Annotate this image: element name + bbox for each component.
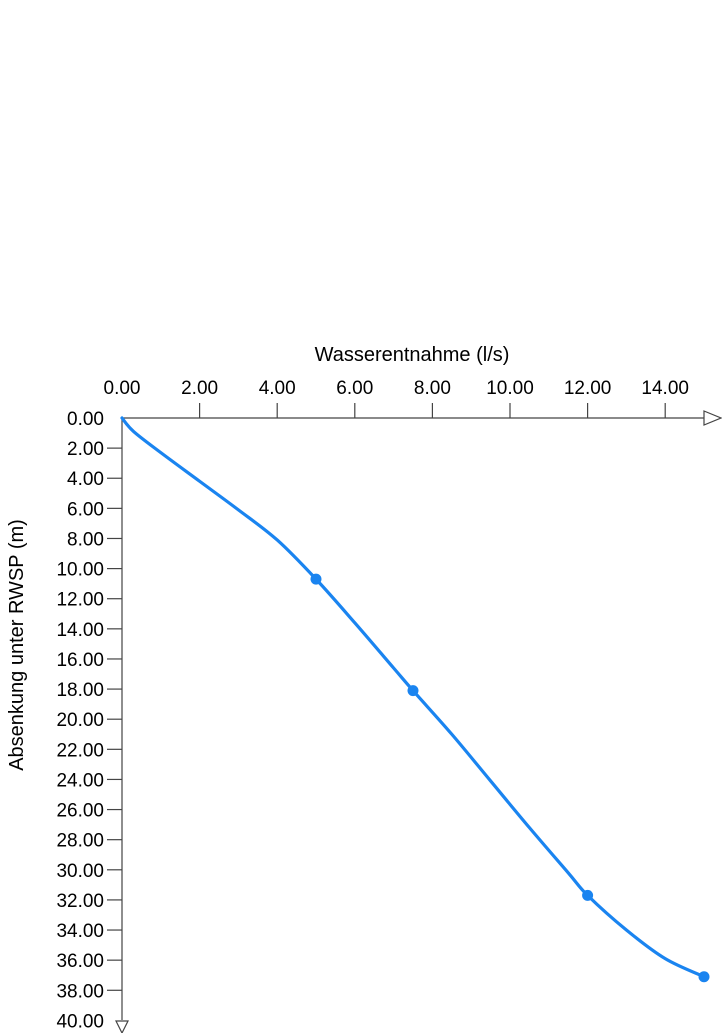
y-tick-label: 28.00 [56,831,104,852]
x-axis-title: Wasserentnahme (l/s) [315,344,510,366]
x-tick-label: 4.00 [259,378,296,399]
y-tick-label: 18.00 [56,680,104,701]
y-tick-label: 4.00 [67,469,104,490]
series-markers [310,573,710,983]
y-tick-label: 34.00 [56,921,104,942]
x-tick-label: 6.00 [336,378,373,399]
y-tick-label: 8.00 [67,529,104,550]
x-tick-label: 12.00 [564,378,612,399]
y-tick-label: 6.00 [67,499,104,520]
y-tick-label: 36.00 [56,951,104,972]
data-point [310,573,322,585]
y-axis-arrow [115,1020,129,1033]
data-point [582,889,594,901]
x-tick-label: 8.00 [414,378,451,399]
y-ticks: 0.00 2.00 4.00 6.00 8.00 10.00 12.00 14.00 16.00… [56,409,122,1032]
y-tick-label: 32.00 [56,891,104,912]
data-point [407,685,419,697]
y-tick-label: 38.00 [56,981,104,1002]
x-ticks: 0.00 2.00 4.00 6.00 8.00 10.00 12.00 14.00 [104,378,689,418]
y-tick-label: 2.00 [67,439,104,460]
y-tick-label: 24.00 [56,770,104,791]
y-tick-label: 40.00 [56,1011,104,1032]
x-tick-label: 10.00 [486,378,534,399]
x-tick-label: 14.00 [641,378,689,399]
x-tick-label: 2.00 [181,378,218,399]
y-tick-label: 10.00 [56,560,104,581]
y-tick-label: 26.00 [56,801,104,822]
y-tick-label: 16.00 [56,650,104,671]
y-tick-label: 22.00 [56,740,104,761]
data-point [698,971,710,983]
y-tick-label: 20.00 [56,710,104,731]
x-tick-label: 0.00 [104,378,141,399]
series-line [120,416,706,979]
x-axis-arrow [703,410,722,426]
y-tick-label: 12.00 [56,590,104,611]
y-tick-label: 14.00 [56,620,104,641]
y-tick-label: 30.00 [56,861,104,882]
y-tick-label: 0.00 [67,409,104,430]
y-axis-title: Absenkung unter RWSP (m) [6,519,28,771]
